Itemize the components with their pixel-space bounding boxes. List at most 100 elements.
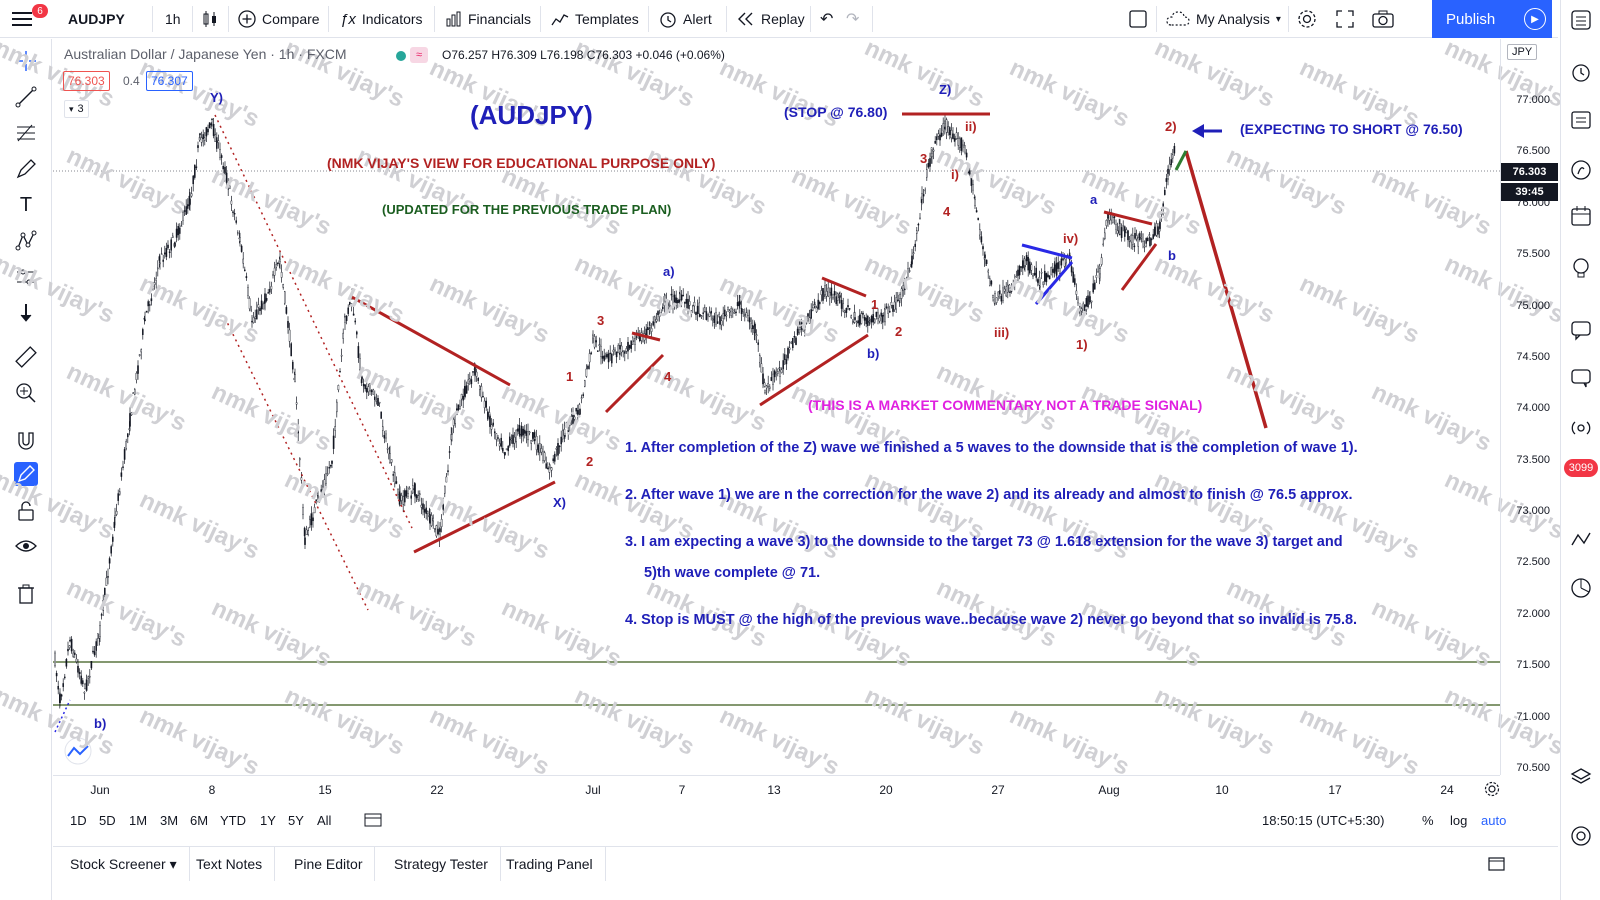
notification-badge[interactable]: 3099 (1564, 459, 1598, 477)
range-button-1d[interactable]: 1D (70, 813, 87, 828)
range-button-5d[interactable]: 5D (99, 813, 116, 828)
alert-button[interactable]: Alert (659, 0, 712, 38)
candle-body (410, 495, 413, 499)
ideas-button[interactable] (1569, 257, 1593, 282)
price-tick-label: 76.500 (1516, 145, 1550, 158)
candle-body (72, 652, 75, 657)
fib-icon (15, 122, 37, 144)
replay-button[interactable]: Replay (737, 0, 805, 38)
magnet-tool[interactable] (14, 429, 38, 453)
bottom-tab-strategy-tester[interactable]: Strategy Tester (382, 847, 501, 881)
text-tool[interactable]: T (14, 193, 38, 217)
chart-type-button[interactable] (202, 0, 218, 38)
percent-toggle[interactable]: % (1422, 813, 1434, 828)
fullscreen-button[interactable] (1336, 0, 1354, 38)
interval-button[interactable]: 1h (165, 11, 181, 27)
candle-body (755, 334, 758, 336)
time-settings-button[interactable] (1484, 781, 1500, 802)
candle-body (567, 430, 569, 433)
help-button[interactable] (1569, 825, 1593, 850)
menu-button[interactable] (12, 0, 34, 38)
chart-pane[interactable] (53, 39, 1500, 775)
price-tick-label: 73.500 (1516, 453, 1550, 466)
alerts-button[interactable] (1569, 62, 1593, 86)
range-button-all[interactable]: All (317, 813, 332, 828)
trend-line-tool[interactable] (14, 85, 38, 109)
watchlist-button[interactable] (1569, 9, 1593, 34)
chats-button[interactable] (1569, 320, 1593, 344)
arrow-down-tool[interactable] (14, 301, 38, 325)
templates-button[interactable]: Templates (551, 0, 639, 38)
log-toggle[interactable]: log (1450, 813, 1468, 828)
ask-price[interactable]: 76.307 (146, 71, 193, 91)
play-icon[interactable]: ▶ (1524, 8, 1546, 30)
pattern-tool[interactable] (14, 229, 38, 253)
candle-body (513, 436, 516, 444)
streams-button[interactable] (1569, 368, 1593, 392)
candle-body (462, 395, 465, 401)
data-window-button[interactable] (1569, 110, 1593, 134)
bottom-tab-trading-panel[interactable]: Trading Panel (494, 847, 606, 881)
screener-button[interactable] (1569, 530, 1593, 554)
range-button-ytd[interactable]: YTD (220, 813, 246, 828)
bottom-tab-stock-screener[interactable]: Stock Screener ▾ (58, 847, 190, 881)
time-scale[interactable]: Jun 8 15 22 Jul 7 13 20 27 Aug 10 17 24 (53, 775, 1500, 803)
price-scale[interactable]: JPY 77.000 76.500 76.000 75.500 75.000 74.500… (1500, 39, 1558, 775)
candle-body (205, 127, 208, 137)
range-button-3m[interactable]: 3M (160, 813, 179, 828)
indicators-button[interactable]: ƒx Indicators (340, 0, 423, 38)
range-button-6m[interactable]: 6M (190, 813, 209, 828)
fib-tool[interactable] (14, 121, 38, 145)
clock-timezone[interactable]: 18:50:15 (UTC+5:30) (1262, 813, 1385, 828)
my-analysis-button[interactable]: My Analysis ▾ (1166, 0, 1281, 38)
depth-button[interactable] (1569, 577, 1593, 602)
indicators-collapse-toggle[interactable]: ▾ 3 (64, 100, 89, 118)
prediction-tool[interactable] (14, 265, 38, 289)
candle-body (592, 335, 594, 339)
compare-button[interactable]: Compare (238, 0, 320, 38)
measure-tool[interactable] (14, 345, 38, 369)
bottom-tab-text-notes[interactable]: Text Notes (184, 847, 276, 881)
stay-drawing-tool[interactable] (14, 462, 38, 486)
bid-price[interactable]: 76.303 (63, 71, 110, 91)
maximize-panel-button[interactable] (1488, 855, 1506, 876)
publish-button[interactable]: Publish ▶ (1432, 0, 1552, 38)
hotlist-button[interactable] (1569, 159, 1593, 184)
symbol-search[interactable]: AUDJPY (68, 11, 125, 27)
candle-body (905, 278, 908, 281)
price-chart[interactable] (53, 39, 1500, 775)
settings-button[interactable] (1297, 0, 1317, 38)
candle-body (822, 288, 824, 301)
price-tick-label: 74.000 (1516, 402, 1550, 415)
range-button-1y[interactable]: 1Y (260, 813, 276, 828)
candle-body (1090, 300, 1093, 303)
candle-body (1047, 274, 1049, 278)
candle-body (530, 439, 533, 444)
visibility-tool[interactable] (14, 534, 38, 558)
signals-button[interactable] (1569, 418, 1593, 442)
candle-body (1163, 189, 1166, 195)
brush-tool[interactable] (14, 157, 38, 181)
layers-button[interactable] (1569, 767, 1593, 792)
range-button-1m[interactable]: 1M (129, 813, 148, 828)
financials-button[interactable]: Financials (446, 0, 531, 38)
lock-tool[interactable] (14, 499, 38, 523)
wave-label-m4: 4 (943, 204, 951, 219)
zoom-tool[interactable] (14, 381, 38, 405)
candle-body (825, 291, 828, 297)
snapshot-button[interactable] (1372, 0, 1394, 38)
auto-toggle[interactable]: auto (1481, 813, 1507, 828)
crosshair-tool[interactable] (14, 49, 38, 73)
delete-tool[interactable] (14, 582, 38, 606)
candle-body (80, 675, 83, 684)
view-disclaimer: (NMK VIJAY'S VIEW FOR EDUCATIONAL PURPOS… (327, 155, 716, 171)
layout-button[interactable] (1129, 0, 1147, 38)
range-button-5y[interactable]: 5Y (288, 813, 304, 828)
trend-line-icon (15, 86, 37, 108)
goto-date-button[interactable] (364, 811, 382, 830)
bottom-tab-pine-editor[interactable]: Pine Editor (282, 847, 376, 881)
undo-button[interactable]: ↶ (820, 0, 833, 38)
redo-button[interactable]: ↷ (846, 0, 859, 38)
calendar-button[interactable] (1569, 205, 1593, 230)
candle-body (457, 404, 460, 410)
